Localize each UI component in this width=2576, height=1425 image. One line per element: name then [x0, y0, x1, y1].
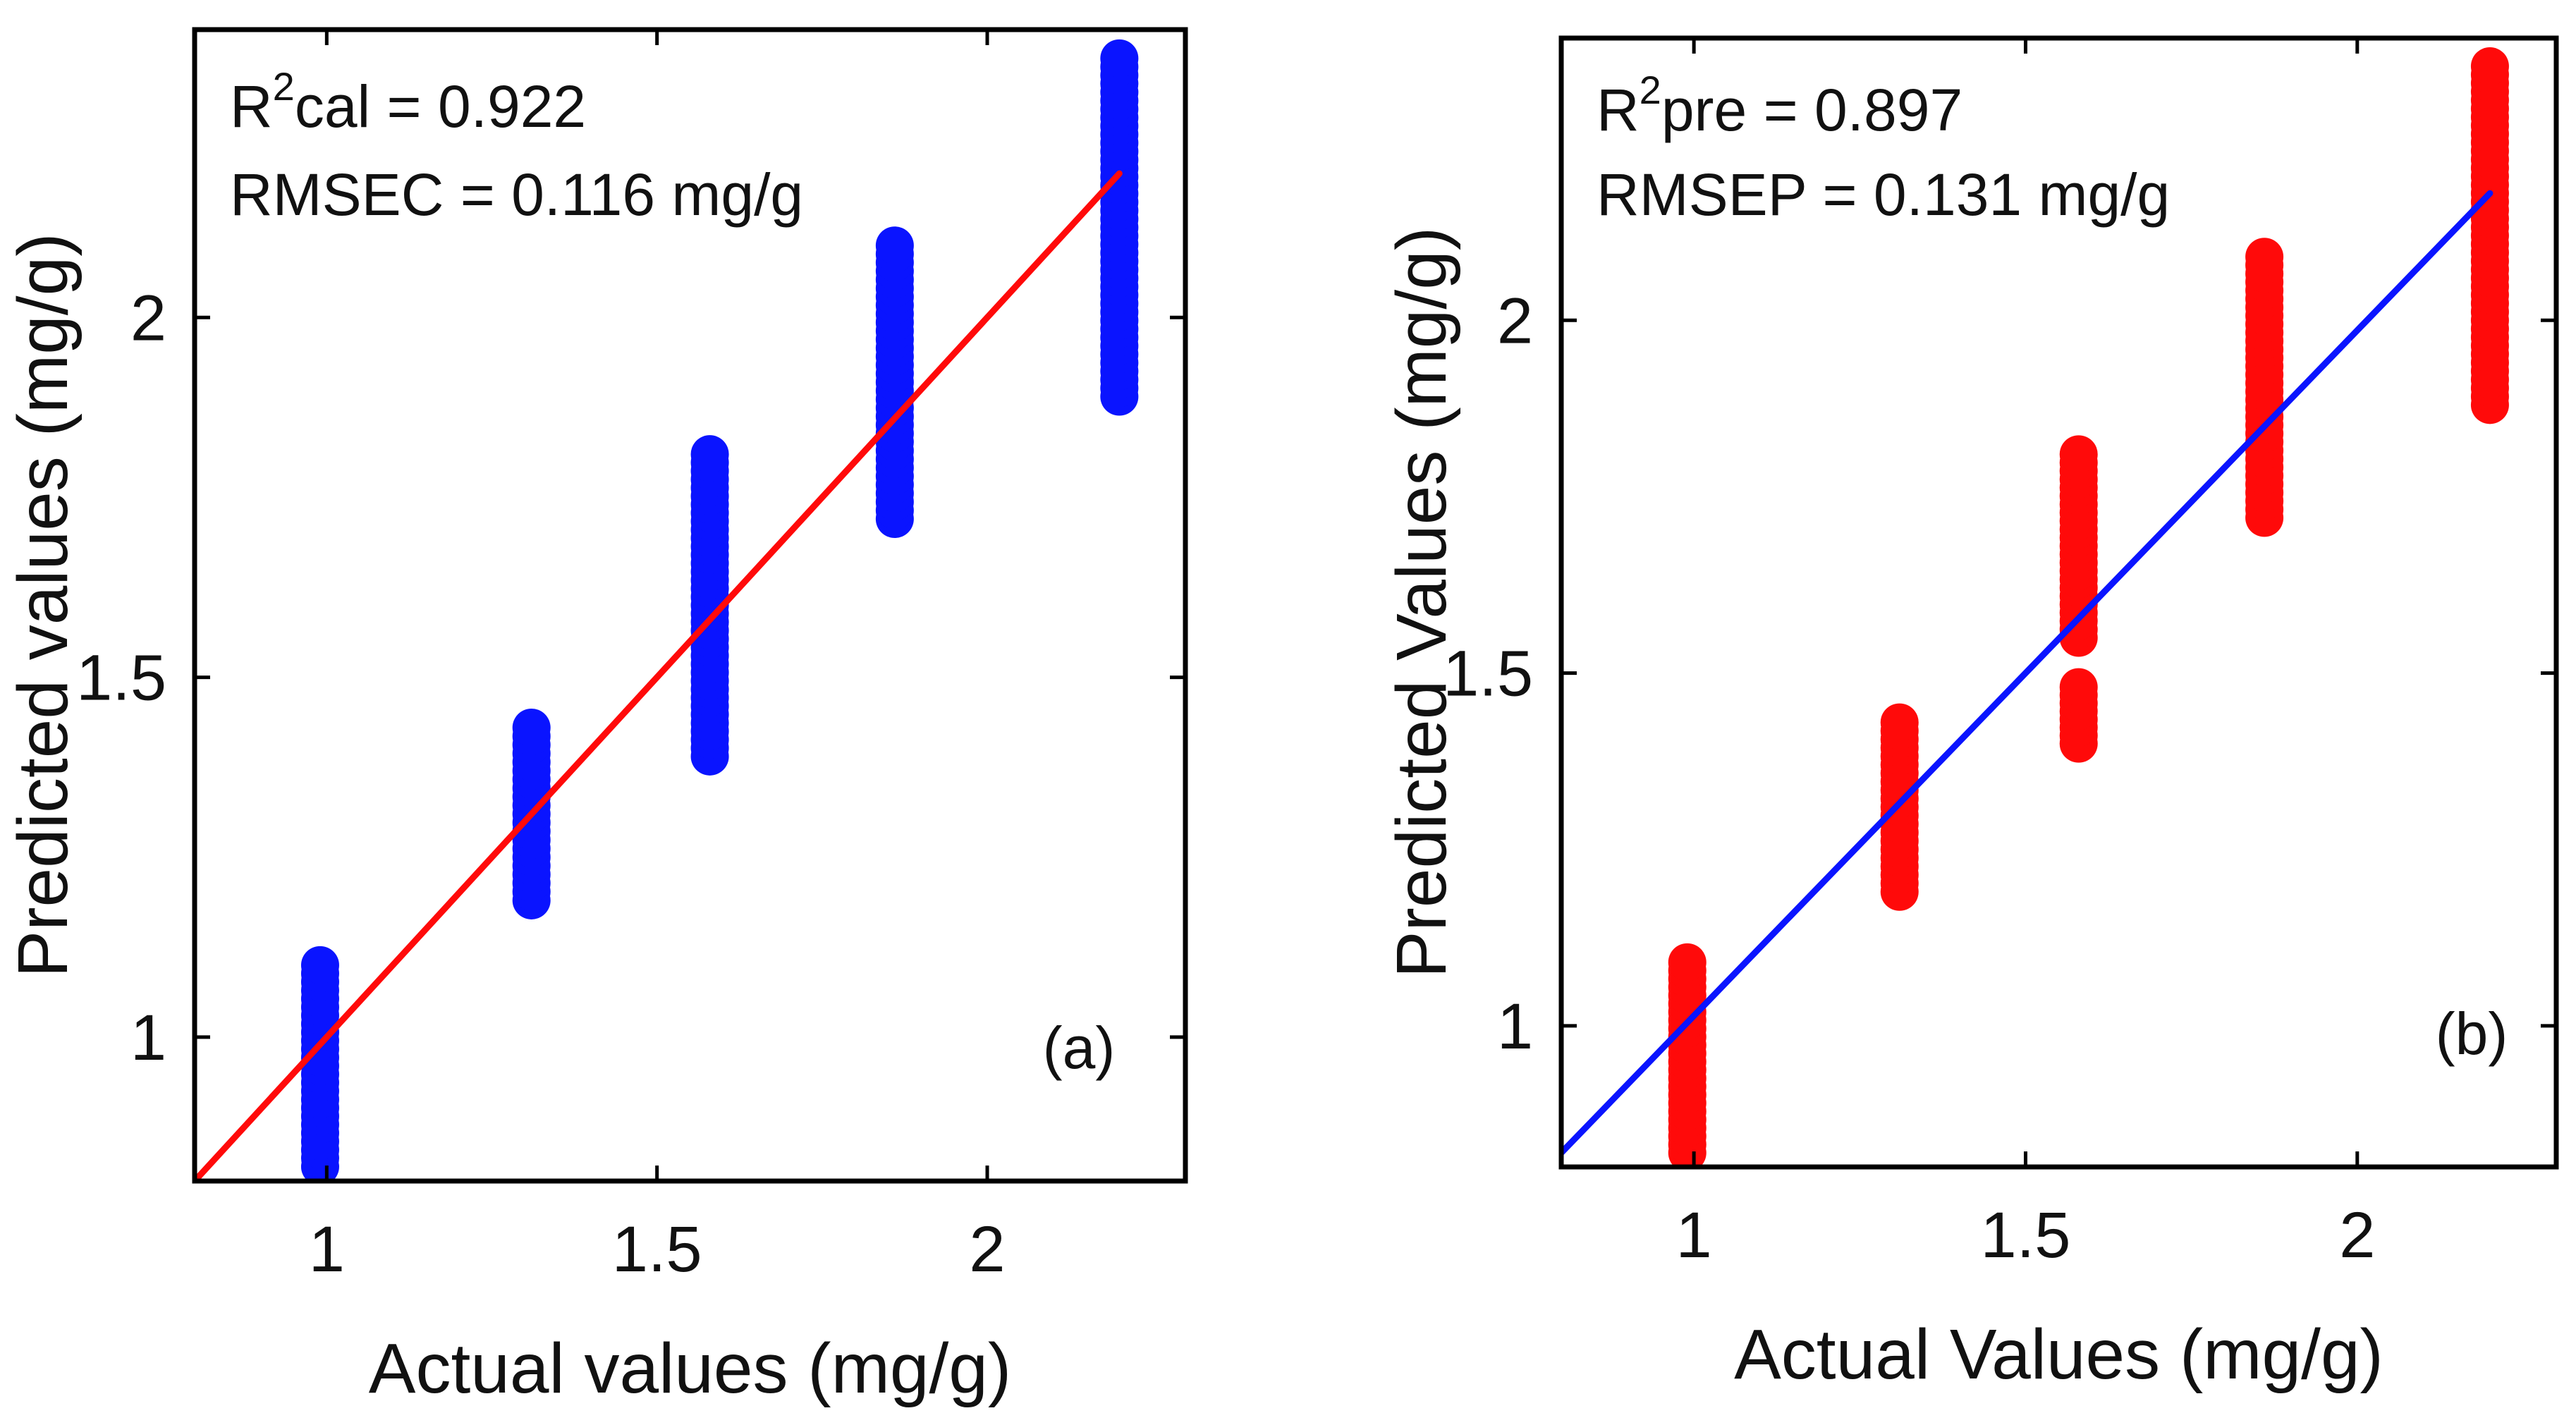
chart-panel-b: 1 1.5 2 1 1.5 2 Actual Values (mg/g) Predicted … — [1382, 35, 2559, 1394]
data-point — [2245, 238, 2284, 276]
x-tick-label: 1.5 — [1981, 1199, 2071, 1271]
y-tick-label: 2 — [1497, 285, 1533, 357]
marker-column — [300, 946, 339, 1181]
marker-column — [875, 226, 914, 539]
data-point — [690, 435, 729, 474]
y-axis-label: Predicted Values (mg/g) — [1382, 227, 1461, 978]
r2-prefix: R — [1597, 77, 1640, 143]
marker-column — [1880, 703, 1919, 911]
r2-annotation: R2cal = 0.922 — [230, 64, 586, 140]
y-tick-label: 2 — [130, 282, 166, 354]
data-point — [875, 226, 914, 265]
y-tick-label: 1 — [130, 1002, 166, 1074]
plot-area — [195, 39, 1139, 1181]
x-axis-label: Actual values (mg/g) — [369, 1329, 1011, 1408]
marker-column — [2059, 668, 2098, 763]
data-point — [300, 946, 339, 984]
y-tick-label: 1.5 — [1443, 638, 1533, 710]
marker-column — [512, 709, 551, 919]
data-point — [512, 709, 551, 747]
r2-rest: cal = 0.922 — [295, 73, 586, 140]
plot-area — [1561, 47, 2509, 1167]
data-point — [2059, 435, 2098, 474]
panel-label: (a) — [1043, 1015, 1116, 1081]
y-tick-label: 1.5 — [76, 642, 166, 714]
r2-rest: pre = 0.897 — [1661, 77, 1962, 143]
data-point — [1668, 943, 1707, 981]
marker-column — [2059, 435, 2098, 657]
r2-annotation: R2pre = 0.897 — [1597, 68, 1962, 143]
x-tick-label: 2 — [2339, 1199, 2375, 1271]
marker-column — [2470, 47, 2509, 424]
y-tick-label: 1 — [1497, 991, 1533, 1063]
marker-column — [1668, 943, 1707, 1167]
marker-column — [2245, 238, 2284, 537]
rmse-annotation: RMSEP = 0.131 mg/g — [1597, 161, 2170, 228]
data-point — [1100, 39, 1139, 78]
fit-line — [1561, 190, 2493, 1156]
data-point — [2059, 668, 2098, 707]
marker-column — [1100, 39, 1139, 416]
chart-panel-a: 1 1.5 2 1 1.5 2 Actual values (mg/g) Predicted … — [4, 27, 1188, 1408]
y-axis-label: Predicted values (mg/g) — [4, 233, 83, 977]
r2-superscript: 2 — [1640, 68, 1661, 112]
panel-label: (b) — [2436, 1001, 2508, 1067]
x-tick-label: 1 — [1676, 1199, 1712, 1271]
x-tick-label: 2 — [969, 1213, 1005, 1285]
marker-column — [690, 435, 729, 776]
x-tick-label: 1 — [309, 1213, 345, 1285]
r2-superscript: 2 — [273, 64, 295, 109]
axes-box — [1558, 35, 2559, 1170]
data-point — [2470, 47, 2509, 86]
x-axis-label: Actual Values (mg/g) — [1734, 1315, 2383, 1394]
data-point — [1880, 703, 1919, 742]
x-tick-label: 1.5 — [612, 1213, 702, 1285]
axes-box — [192, 27, 1188, 1184]
r2-prefix: R — [230, 73, 273, 140]
fit-line — [195, 170, 1123, 1181]
rmse-annotation: RMSEC = 0.116 mg/g — [230, 161, 803, 228]
